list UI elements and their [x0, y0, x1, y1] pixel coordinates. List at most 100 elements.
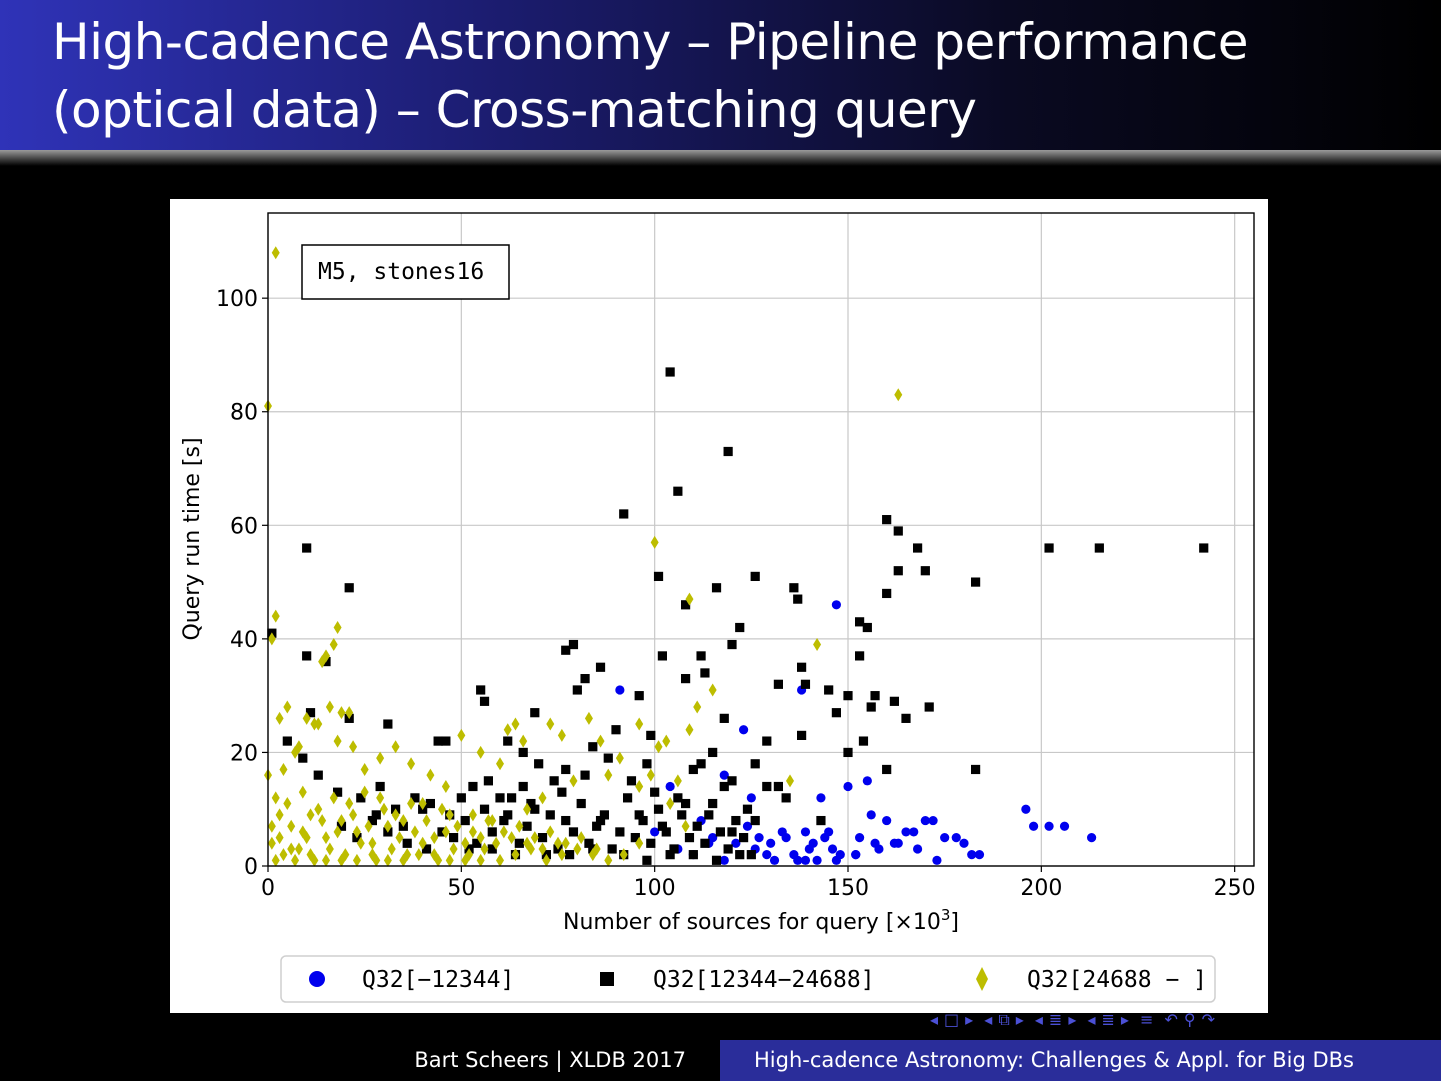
- nav-search-icon[interactable]: ⚲: [1183, 1010, 1196, 1029]
- nav-frame-icon[interactable]: □: [944, 1010, 960, 1029]
- data-point: [310, 717, 319, 731]
- data-point: [499, 825, 508, 839]
- data-point: [421, 844, 432, 854]
- footer-talk-title: High-cadence Astronomy: Challenges & App…: [720, 1040, 1441, 1081]
- data-point: [441, 780, 450, 794]
- nav-next-part-icon[interactable]: ▸: [1120, 1010, 1129, 1029]
- data-point: [279, 848, 288, 862]
- data-point: [476, 831, 485, 845]
- data-point: [399, 853, 408, 867]
- nav-next-frame-icon[interactable]: ▸: [965, 1010, 974, 1029]
- data-point: [313, 770, 323, 780]
- nav-section-icon[interactable]: ≣: [1048, 1010, 1063, 1029]
- data-point: [557, 848, 566, 862]
- data-point: [657, 651, 667, 661]
- nav-subsection-icon[interactable]: ⧉: [998, 1010, 1010, 1029]
- data-point: [626, 776, 637, 786]
- data-point: [298, 785, 307, 799]
- legend-marker-series-1: [309, 971, 325, 987]
- data-point: [479, 696, 490, 706]
- data-point: [503, 723, 512, 737]
- legend-label-series-3: Q32[24688 − ]: [1027, 967, 1207, 993]
- data-point: [568, 639, 579, 650]
- data-point: [503, 736, 513, 746]
- data-point: [727, 639, 737, 650]
- plot-background: [268, 213, 1254, 866]
- data-point: [595, 662, 606, 672]
- data-point: [692, 821, 702, 831]
- nav-prev-part-icon[interactable]: ◂: [1087, 1010, 1096, 1029]
- data-point: [333, 787, 343, 797]
- data-point: [376, 791, 385, 805]
- data-point: [928, 815, 938, 826]
- data-point: [449, 833, 459, 843]
- nav-align-icon[interactable]: ≡: [1140, 1010, 1154, 1029]
- data-point: [661, 827, 671, 837]
- y-tick-label: 40: [230, 628, 258, 653]
- slide-title-bar: High-cadence Astronomy – Pipeline perfor…: [0, 0, 1441, 152]
- data-point: [592, 842, 601, 856]
- data-point: [824, 685, 834, 695]
- data-point: [1199, 543, 1209, 553]
- data-point: [858, 736, 869, 746]
- data-point: [813, 638, 822, 652]
- data-point: [267, 836, 276, 850]
- data-point: [577, 831, 586, 845]
- data-point: [750, 815, 760, 826]
- data-point: [894, 388, 903, 402]
- data-point: [630, 833, 640, 843]
- nav-redo-icon[interactable]: ↷: [1201, 1010, 1216, 1029]
- nav-undo-icon[interactable]: ↶: [1164, 1010, 1178, 1029]
- nav-prev-section-icon[interactable]: ◂: [1034, 1010, 1043, 1029]
- data-point: [279, 762, 288, 776]
- nav-next-subsection-icon[interactable]: ▸: [1015, 1010, 1024, 1029]
- data-point: [360, 785, 369, 799]
- data-point: [433, 736, 443, 746]
- data-point: [889, 696, 899, 706]
- data-point: [967, 850, 977, 860]
- nav-prev-frame-icon[interactable]: ◂: [930, 1010, 939, 1029]
- data-point: [708, 683, 717, 697]
- data-points: [264, 246, 1209, 867]
- data-point: [731, 815, 741, 826]
- data-point: [287, 842, 296, 856]
- data-point: [271, 246, 280, 260]
- data-point: [364, 819, 373, 833]
- data-point: [537, 833, 548, 843]
- data-point: [530, 708, 540, 718]
- data-point: [882, 815, 892, 826]
- data-point: [746, 850, 756, 860]
- data-point: [773, 781, 783, 792]
- data-point: [1029, 821, 1039, 831]
- data-point: [920, 815, 930, 826]
- data-point: [333, 825, 342, 839]
- data-point: [827, 844, 838, 854]
- nav-part-icon[interactable]: ≣: [1101, 1010, 1115, 1029]
- data-point: [496, 853, 504, 867]
- data-point: [519, 734, 528, 748]
- data-point: [282, 736, 292, 746]
- data-point: [337, 814, 346, 828]
- data-point: [476, 745, 485, 759]
- data-point: [538, 791, 547, 805]
- data-point: [271, 609, 280, 623]
- data-point: [940, 833, 950, 843]
- data-point: [882, 515, 892, 525]
- y-tick-label: 100: [216, 287, 258, 312]
- x-axis-label-sup: 3: [941, 906, 951, 924]
- data-point: [862, 622, 872, 633]
- data-point: [700, 668, 710, 678]
- data-point: [484, 814, 493, 828]
- nav-next-section-icon[interactable]: ▸: [1068, 1010, 1077, 1029]
- data-point: [1094, 543, 1104, 553]
- data-point: [781, 833, 791, 843]
- data-point: [708, 798, 718, 809]
- nav-prev-subsection-icon[interactable]: ◂: [984, 1010, 993, 1029]
- data-point: [604, 768, 613, 782]
- data-point: [723, 844, 733, 854]
- data-point: [530, 804, 540, 814]
- data-point: [445, 853, 454, 867]
- data-point: [271, 791, 280, 805]
- axis-ticks: 0 50 100 150 200 250 0 20 40 60 80 100: [216, 287, 1256, 901]
- data-point: [349, 740, 358, 754]
